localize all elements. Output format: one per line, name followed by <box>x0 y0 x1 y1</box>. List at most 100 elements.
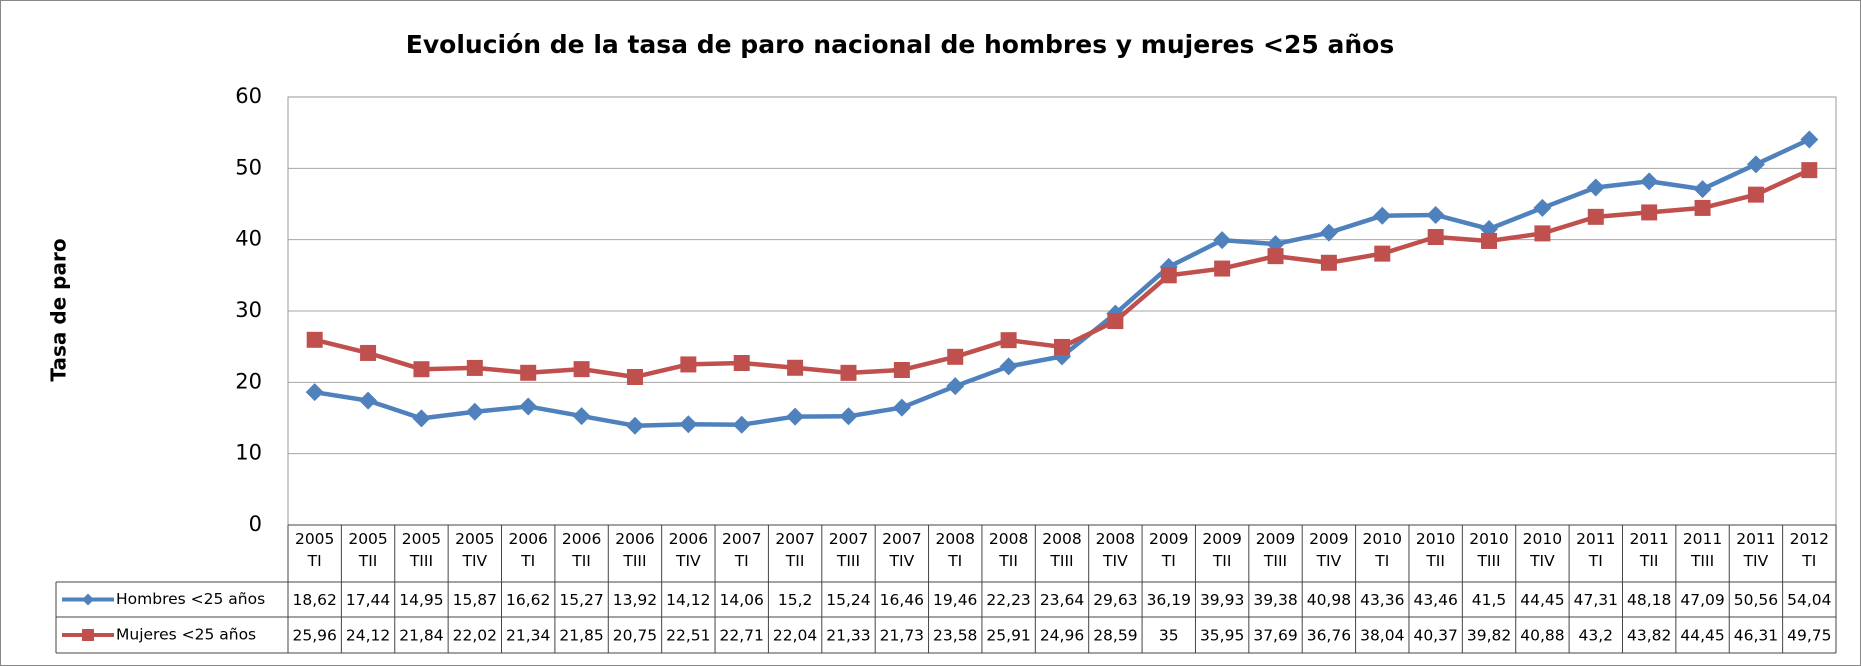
point <box>572 407 591 426</box>
table-value: 40,88 <box>1520 627 1564 645</box>
table-value: 35 <box>1159 627 1179 645</box>
table-value: 13,92 <box>613 591 657 609</box>
x-tick-label: 2010 TIV <box>1523 530 1562 570</box>
chart-title: Evolución de la tasa de paro nacional de… <box>406 30 1394 59</box>
table-value: 36,19 <box>1147 591 1191 609</box>
table-value: 35,95 <box>1200 627 1244 645</box>
point <box>1320 254 1337 271</box>
point <box>679 415 698 434</box>
table-value: 43,2 <box>1579 627 1614 645</box>
point <box>1587 208 1604 225</box>
table-value: 28,59 <box>1093 627 1137 645</box>
table-value: 46,31 <box>1734 627 1778 645</box>
legend-label: Mujeres <25 años <box>116 626 256 644</box>
point <box>1641 204 1658 221</box>
x-tick-label: 2010 TIII <box>1469 530 1508 570</box>
point <box>892 398 911 417</box>
x-tick-label: 2009 TIV <box>1309 530 1348 570</box>
point <box>465 402 484 421</box>
table-value: 24,12 <box>346 627 390 645</box>
point <box>893 361 910 378</box>
point <box>1373 206 1392 225</box>
table-value: 41,5 <box>1472 591 1507 609</box>
table-value: 16,62 <box>506 591 550 609</box>
x-tick-label: 2010 TI <box>1363 530 1402 570</box>
point <box>1054 338 1070 355</box>
table-value: 43,82 <box>1627 627 1671 645</box>
point <box>839 407 858 426</box>
x-tick-label: 2011 TIII <box>1683 530 1722 570</box>
table-value: 19,46 <box>933 591 977 609</box>
x-tick-label: 2008 TIII <box>1042 530 1081 570</box>
point <box>1213 231 1232 250</box>
table-value: 54,04 <box>1787 591 1831 609</box>
point <box>1533 198 1552 217</box>
table-value: 22,23 <box>986 591 1030 609</box>
table-value: 20,75 <box>613 627 657 645</box>
table-value: 22,04 <box>773 627 817 645</box>
table-value: 29,63 <box>1093 591 1137 609</box>
point <box>1534 225 1551 242</box>
point <box>1374 245 1391 262</box>
x-tick-label: 2005 TI <box>295 530 334 570</box>
point <box>1747 186 1764 203</box>
table-value: 40,37 <box>1413 627 1457 645</box>
x-tick-label: 2006 TI <box>508 530 547 570</box>
x-tick-label: 2005 TIV <box>455 530 494 570</box>
table-value: 25,91 <box>986 627 1030 645</box>
table-value: 47,31 <box>1574 591 1618 609</box>
x-tick-label: 2006 TIV <box>669 530 708 570</box>
x-tick-label: 2007 TIII <box>829 530 868 570</box>
point <box>520 364 537 381</box>
x-tick-label: 2009 TIII <box>1256 530 1295 570</box>
table-value: 39,82 <box>1467 627 1511 645</box>
y-tick-label: 20 <box>235 369 262 393</box>
point <box>305 383 324 402</box>
x-tick-label: 2007 TI <box>722 530 761 570</box>
x-tick-label: 2006 TII <box>562 530 601 570</box>
point <box>466 359 483 376</box>
x-tick-label: 2008 TII <box>989 530 1028 570</box>
table-value: 21,85 <box>559 627 603 645</box>
x-tick-label: 2011 TI <box>1576 530 1615 570</box>
table-value: 23,64 <box>1040 591 1084 609</box>
table-value: 15,24 <box>826 591 870 609</box>
point <box>1000 332 1017 349</box>
table-value: 25,96 <box>293 627 337 645</box>
table-value: 21,33 <box>826 627 870 645</box>
point <box>1694 199 1711 216</box>
table-value: 37,69 <box>1253 627 1297 645</box>
table-value: 18,62 <box>293 591 337 609</box>
table-value: 16,46 <box>880 591 924 609</box>
table-value: 22,71 <box>720 627 764 645</box>
x-tick-label: 2008 TI <box>936 530 975 570</box>
table-value: 36,76 <box>1307 627 1351 645</box>
table-value: 15,2 <box>778 591 813 609</box>
x-tick-label: 2010 TII <box>1416 530 1455 570</box>
y-tick-label: 30 <box>235 298 262 322</box>
table-value: 21,34 <box>506 627 550 645</box>
point <box>1800 130 1819 149</box>
point <box>360 344 377 361</box>
point <box>732 415 751 434</box>
table-value: 44,45 <box>1680 627 1724 645</box>
point <box>625 416 644 435</box>
table-value: 15,87 <box>453 591 497 609</box>
x-tick-label: 2006 TIII <box>615 530 654 570</box>
point <box>1746 155 1765 174</box>
table-value: 47,09 <box>1680 591 1724 609</box>
table-value: 22,02 <box>453 627 497 645</box>
y-tick-label: 0 <box>249 512 262 536</box>
point <box>413 361 430 378</box>
table-value: 50,56 <box>1734 591 1778 609</box>
point <box>1640 172 1659 191</box>
point <box>840 364 857 381</box>
table-value: 49,75 <box>1787 627 1831 645</box>
point <box>626 368 643 385</box>
point <box>1160 267 1177 284</box>
point <box>680 356 697 373</box>
table-value: 24,96 <box>1040 627 1084 645</box>
point <box>1693 180 1712 199</box>
